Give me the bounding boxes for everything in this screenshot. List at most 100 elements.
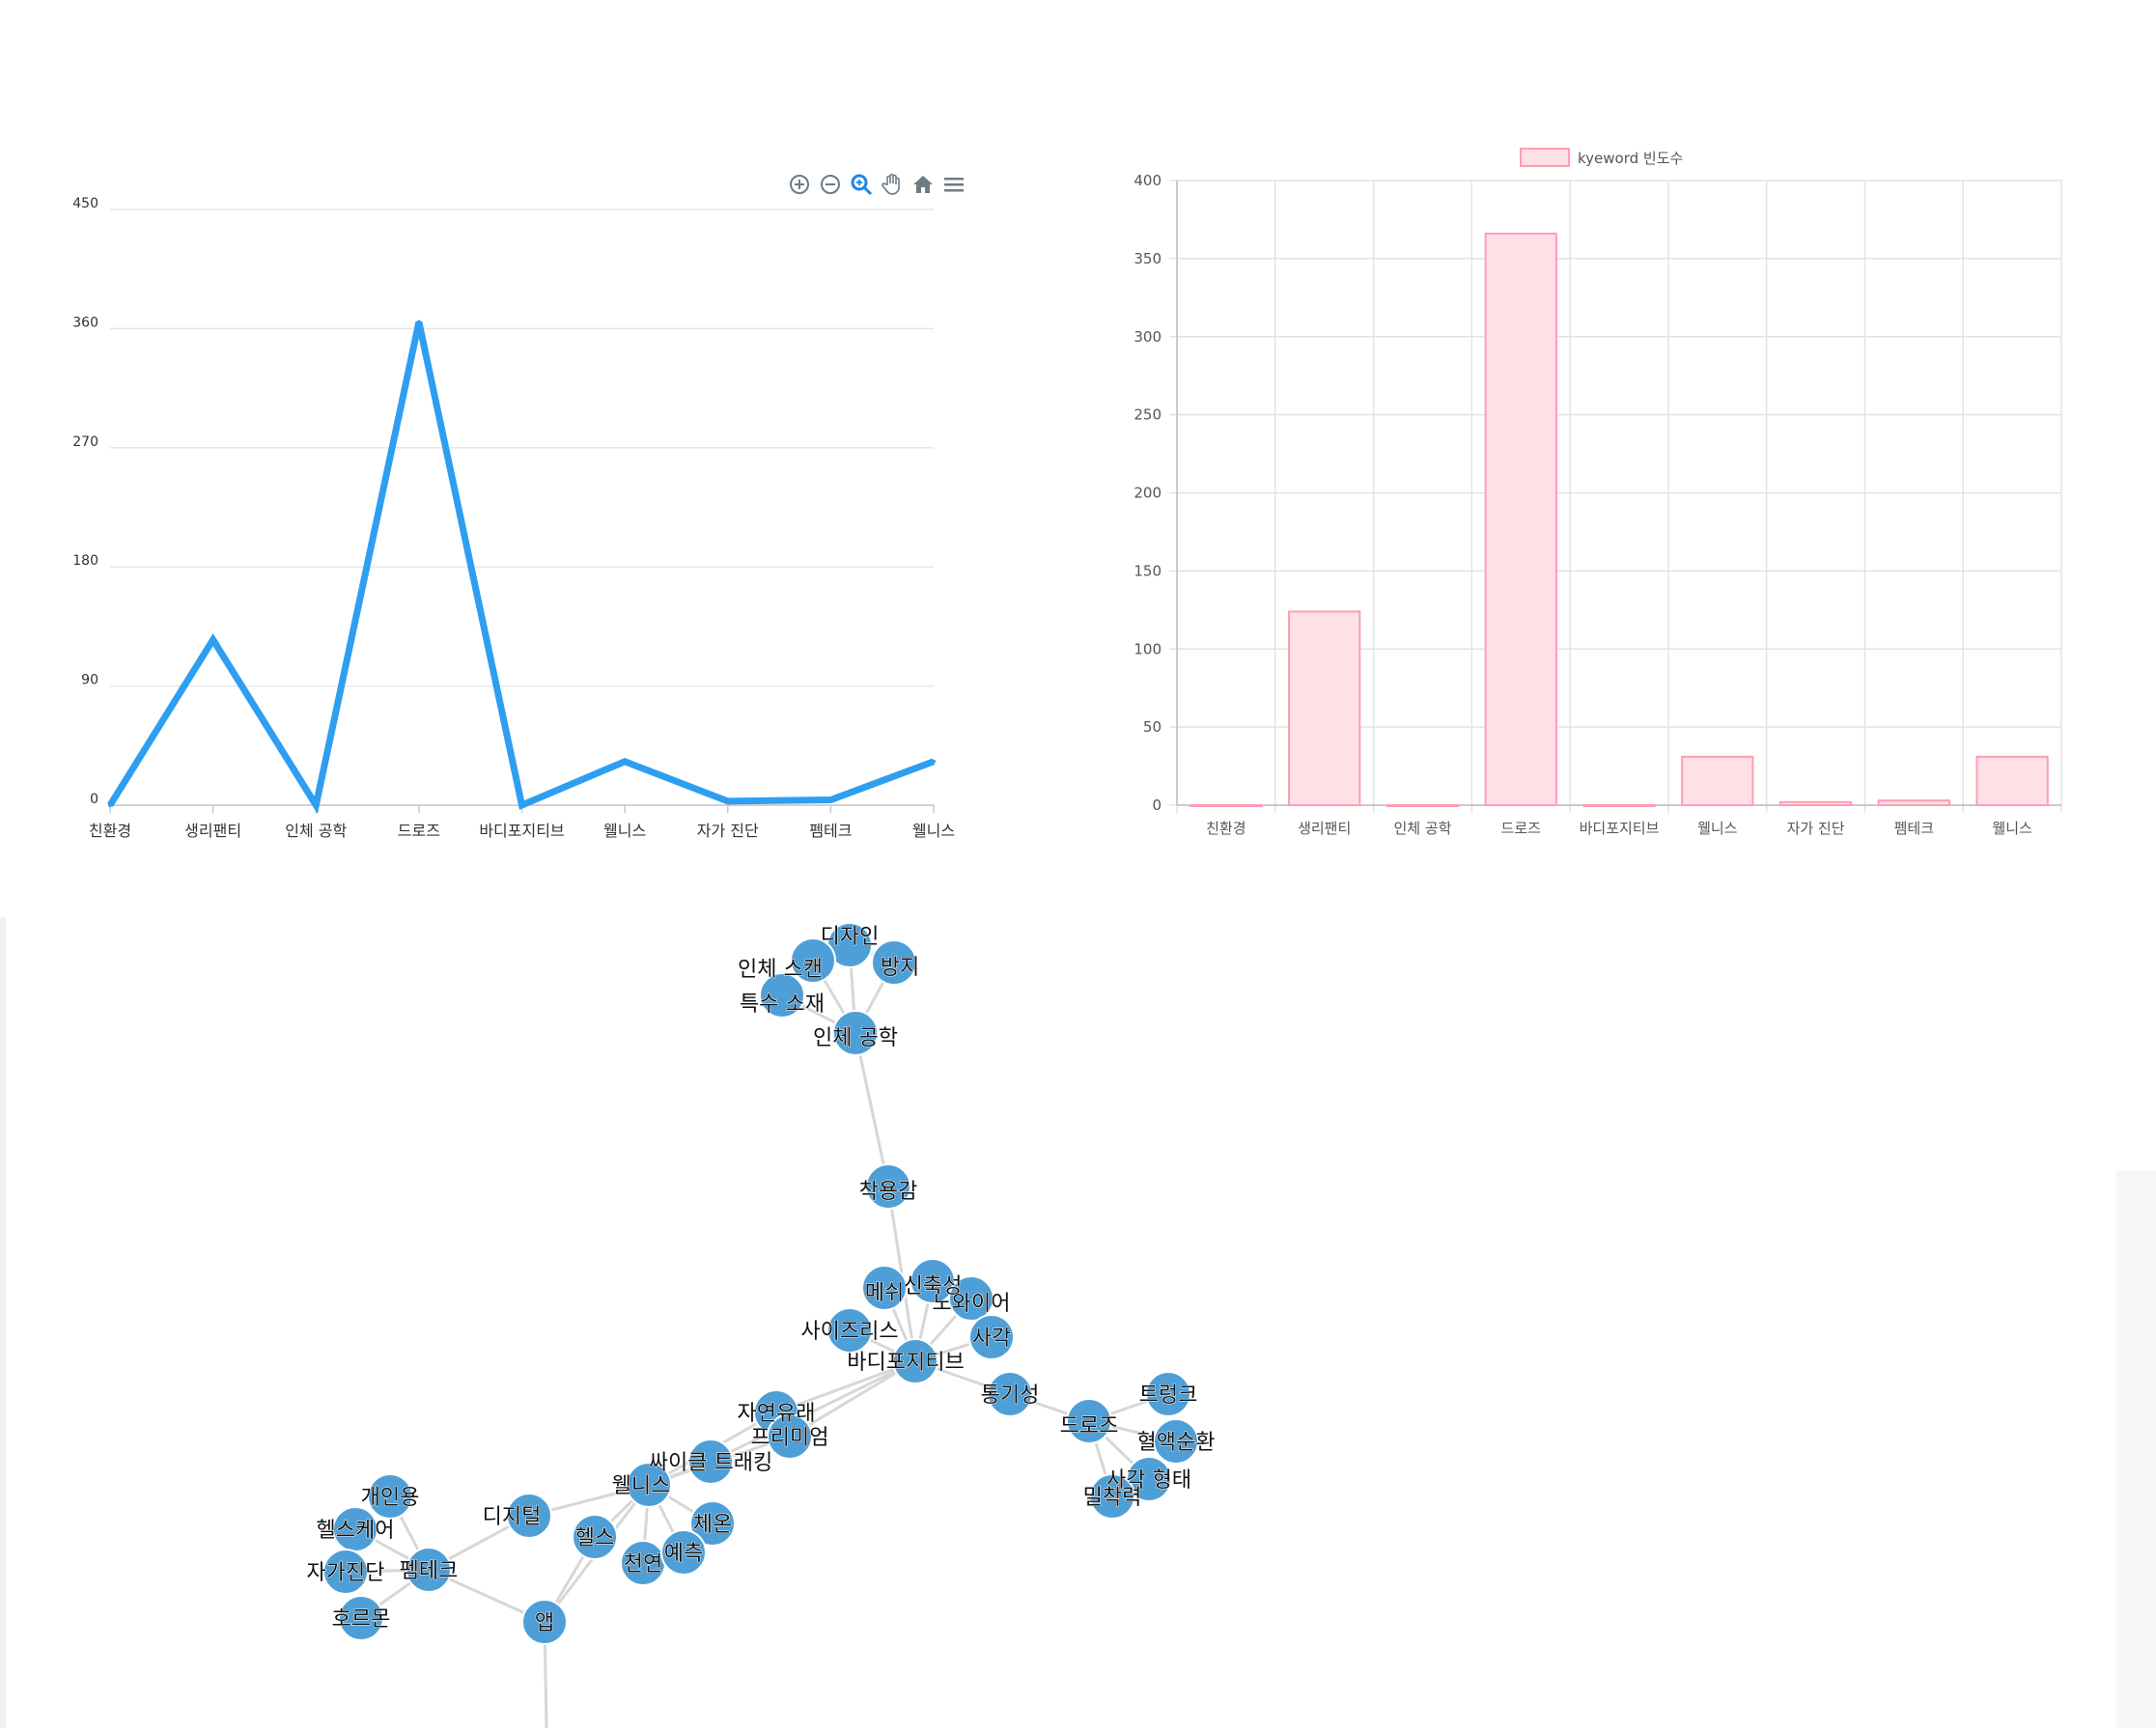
node — [910, 1258, 956, 1304]
node — [406, 1547, 452, 1593]
bar — [1484, 232, 1557, 806]
zoom-in-icon[interactable] — [787, 172, 812, 197]
edge — [710, 1359, 916, 1464]
zoom-select-icon[interactable] — [849, 172, 874, 197]
left-border — [0, 917, 6, 1728]
line-point — [416, 320, 421, 324]
bar — [1681, 755, 1754, 806]
node — [826, 1307, 873, 1354]
edges — [345, 943, 1177, 1729]
line-point — [108, 803, 112, 807]
chart-toolbar — [787, 172, 966, 197]
y-tick-label: 180 — [72, 553, 98, 569]
x-tick-label: 친환경 — [89, 822, 131, 840]
nodes — [322, 922, 1199, 1645]
node-label: 앱 — [535, 1611, 554, 1635]
y-tick-label: 100 — [1134, 640, 1162, 657]
bar — [1975, 755, 2049, 806]
bar-chart: 0 50 100 150 200 250 300 350 400 친환경 생리팬티 인체 공학 드로즈 바… — [1134, 148, 2062, 837]
line-point — [932, 759, 936, 764]
edge — [854, 1032, 890, 1187]
x-tick-label: 드로즈 — [1501, 820, 1542, 837]
node — [968, 1314, 1015, 1360]
line-point — [210, 637, 215, 642]
line-point — [828, 797, 833, 802]
node-label: 드로즈 — [1060, 1414, 1119, 1439]
node — [626, 1462, 672, 1508]
node-label: 디지털 — [483, 1505, 542, 1529]
node — [892, 1338, 938, 1384]
y-tick-label: 450 — [72, 196, 98, 211]
line-chart: 0 90 180 270 360 450 친환경 생리팬티 인체 공학 드로즈 바디포지티브 웰니스 자… — [72, 196, 955, 840]
node-label: 자가진단 — [307, 1561, 385, 1585]
pan-hand-icon[interactable] — [880, 172, 905, 197]
legend: kyeword 빈도수 — [1520, 148, 1683, 167]
y-tick-label: 400 — [1134, 172, 1162, 189]
node-label: 사각 — [972, 1327, 1011, 1351]
x-tick-label: 드로즈 — [398, 822, 440, 840]
node-label: 방지 — [881, 956, 919, 980]
keyword-network-panel: 디자인 인체 스캔 방지 특수 소재 인체 공학 착용감 메쉬 신축성 노와이어 사이즈리스 사각 바… — [0, 908, 2156, 1729]
node — [367, 1473, 413, 1520]
edge — [775, 1359, 916, 1414]
node-label: 착용감 — [859, 1180, 918, 1204]
node-label: 개인용 — [361, 1486, 420, 1510]
node-label: 싸이클 트래킹 — [649, 1451, 772, 1475]
x-tick-label: 바디포지티브 — [1580, 820, 1660, 837]
reset-home-icon[interactable] — [910, 172, 936, 197]
node — [689, 1500, 736, 1547]
node — [1145, 1371, 1191, 1417]
node-label: 밀착력 — [1083, 1486, 1142, 1510]
y-tick-label: 0 — [90, 792, 98, 807]
node-label: 노와이어 — [933, 1292, 1011, 1316]
x-tick-label: 웰니스 — [603, 822, 646, 840]
scrollbar-track[interactable] — [2116, 1170, 2156, 1728]
x-tick-label: 인체 공학 — [1393, 820, 1451, 837]
node-label: 트렁크 — [1139, 1383, 1198, 1408]
node-label: 헬스 — [575, 1526, 614, 1550]
x-tick-label: 생리팬티 — [1298, 820, 1351, 837]
x-tick-label: 자가 진단 — [1787, 820, 1845, 837]
node-label: 혈액순환 — [1137, 1431, 1216, 1455]
line-point — [623, 759, 628, 764]
node — [948, 1275, 994, 1322]
node-label: 사이즈리스 — [800, 1320, 898, 1344]
node-label: 디자인 — [821, 925, 880, 949]
node — [865, 1163, 911, 1210]
line-point — [519, 803, 524, 807]
y-tick-label: 50 — [1143, 718, 1162, 736]
node-label: 사각 형태 — [1106, 1468, 1191, 1493]
node — [572, 1514, 618, 1560]
node — [1089, 1473, 1135, 1520]
bar — [1582, 804, 1656, 807]
bar — [1877, 799, 1950, 807]
x-tick-label: 친환경 — [1206, 820, 1246, 837]
zoom-out-icon[interactable] — [818, 172, 843, 197]
node-label: 신축성 — [904, 1274, 963, 1299]
node — [687, 1439, 734, 1485]
node-label: 특수 소재 — [740, 992, 825, 1017]
x-tick-label: 펨테크 — [809, 822, 852, 840]
node — [790, 937, 836, 984]
bar-chart-panel: 0 50 100 150 200 250 300 350 400 친환경 생리팬티 인체 공학 드로즈 바… — [1072, 0, 2156, 908]
legend-swatch — [1520, 148, 1570, 167]
node — [759, 972, 805, 1019]
y-tick-label: 90 — [81, 673, 98, 688]
node — [1153, 1418, 1199, 1465]
y-tick-label: 360 — [72, 315, 98, 330]
node — [660, 1529, 707, 1576]
menu-icon[interactable] — [941, 172, 966, 197]
node — [338, 1595, 384, 1641]
node — [521, 1599, 568, 1645]
y-tick-label: 150 — [1134, 562, 1162, 579]
node-label: 통기성 — [981, 1383, 1040, 1408]
bar — [1386, 804, 1460, 807]
node-label: 인체 스캔 — [738, 958, 823, 982]
node-label: 예측 — [664, 1542, 703, 1566]
y-tick-label: 270 — [72, 434, 98, 450]
x-tick-label: 웰니스 — [1697, 820, 1738, 837]
x-tick-label: 자가 진단 — [697, 822, 759, 840]
bar — [1190, 804, 1263, 807]
